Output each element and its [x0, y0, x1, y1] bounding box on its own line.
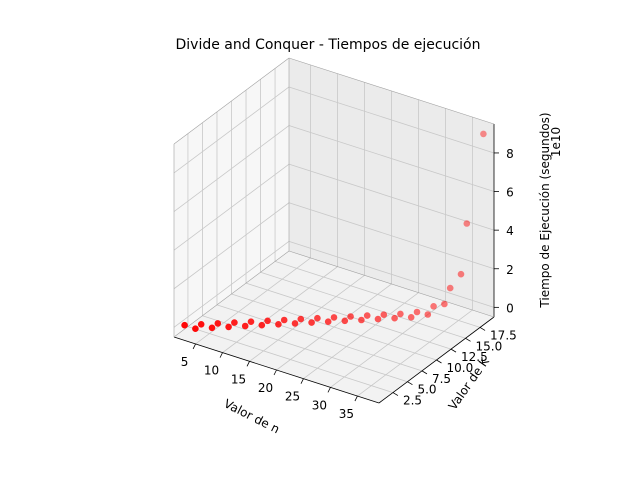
data-point	[463, 220, 471, 227]
data-point	[291, 320, 299, 327]
data-point	[397, 310, 404, 318]
data-point	[241, 322, 249, 330]
z-gridline	[288, 125, 495, 192]
z-axis-label: Tiempo de Ejecución (segundos)	[538, 112, 552, 308]
z-gridline	[288, 163, 495, 231]
y-tick-mark	[421, 370, 428, 375]
x-tick-mark	[246, 361, 250, 367]
x-tick-label: 35	[339, 407, 354, 421]
z-tick-label: 2	[506, 263, 514, 277]
z-tick-label: 8	[506, 147, 514, 161]
data-point	[446, 284, 454, 292]
data-point	[258, 321, 266, 329]
z-tick-label: 6	[506, 186, 514, 200]
y-tick-label: 10.0	[447, 361, 474, 375]
z-gridline	[288, 202, 495, 270]
tick-labels: 5 10 15 20 25 30 35 2.55.07.510.012.515.017.5 0 2…	[181, 147, 517, 421]
y-tick-label: 7.5	[432, 372, 451, 386]
y-tick-mark	[436, 359, 442, 364]
x-tick-label: 10	[204, 364, 219, 378]
y-gridline	[216, 304, 423, 372]
y-tick-label: 15.0	[476, 339, 503, 353]
data-point	[374, 315, 382, 323]
data-point	[231, 319, 238, 326]
data-point	[424, 311, 432, 318]
y-tick-label: 2.5	[403, 394, 422, 408]
y-tick-label: 12.5	[461, 350, 488, 364]
data-point	[407, 314, 415, 321]
data-point	[480, 130, 487, 138]
y-gridline	[202, 315, 408, 383]
x-tick-mark	[273, 369, 277, 376]
x-tick-mark	[300, 378, 304, 384]
data-point	[214, 320, 222, 327]
data-point	[247, 318, 255, 326]
data-point	[275, 321, 282, 328]
y-gridline	[231, 293, 437, 361]
data-point	[380, 311, 388, 319]
pane-edge	[173, 250, 290, 338]
x-tick-label: 30	[312, 398, 327, 412]
data-point	[413, 308, 421, 316]
y-tick-mark	[465, 337, 471, 342]
data-point	[308, 319, 315, 326]
data-point	[297, 315, 305, 323]
data-point	[341, 317, 349, 325]
chart-title: Divide and Conquer - Tiempos de ejecució…	[176, 37, 481, 53]
x-tick-label: 25	[285, 390, 300, 404]
z-gridline	[288, 240, 495, 308]
data-point	[197, 321, 205, 328]
z-offset-label: 1e10	[549, 127, 563, 157]
x-tick-label: 5	[181, 355, 189, 369]
data-point	[330, 314, 338, 321]
y-gridline	[274, 261, 481, 328]
pane-edge	[288, 57, 495, 125]
y-tick-mark	[407, 381, 413, 386]
data-point	[280, 316, 288, 324]
data-point	[457, 270, 465, 278]
y-tick-label: 5.0	[417, 383, 436, 397]
data-point	[391, 314, 398, 322]
z-tick-label: 4	[506, 224, 514, 238]
data-point	[264, 317, 271, 325]
z-gridline	[173, 86, 290, 174]
y-tick-mark	[450, 348, 457, 353]
data-point	[208, 324, 216, 332]
z-gridline	[173, 241, 290, 328]
axis-lines	[173, 57, 499, 404]
data-point	[430, 303, 437, 310]
data-point	[347, 313, 354, 320]
axis-panes	[174, 58, 494, 403]
z-gridline	[173, 125, 290, 212]
y-gridline	[260, 271, 466, 339]
y-tick-mark	[392, 392, 399, 396]
x-axis-label: Valor de n	[222, 396, 282, 436]
data-point	[314, 314, 321, 322]
z-tick-label: 0	[506, 301, 514, 315]
x-tick-label: 15	[231, 372, 246, 386]
data-point	[225, 323, 232, 331]
x-tick-mark	[192, 343, 196, 350]
y-gridline	[187, 326, 394, 393]
x-tick-label: 20	[258, 381, 273, 395]
data-point	[358, 316, 365, 324]
z-gridline	[288, 86, 495, 154]
pane-edge	[173, 57, 290, 145]
z-gridline	[173, 163, 290, 251]
x-tick-mark	[219, 352, 223, 358]
x-tick-mark	[327, 387, 331, 393]
grid-lines	[173, 64, 495, 397]
data-point	[181, 321, 188, 329]
pane-edge	[288, 250, 495, 318]
data-point	[363, 312, 371, 319]
x-tick-mark	[354, 395, 358, 402]
data-point	[324, 318, 332, 326]
data-point	[192, 325, 199, 333]
data-point	[441, 300, 448, 308]
y-tick-label: 17.5	[490, 328, 517, 342]
z-gridline	[173, 202, 290, 290]
data-points	[181, 130, 487, 333]
y-tick-mark	[479, 327, 486, 331]
